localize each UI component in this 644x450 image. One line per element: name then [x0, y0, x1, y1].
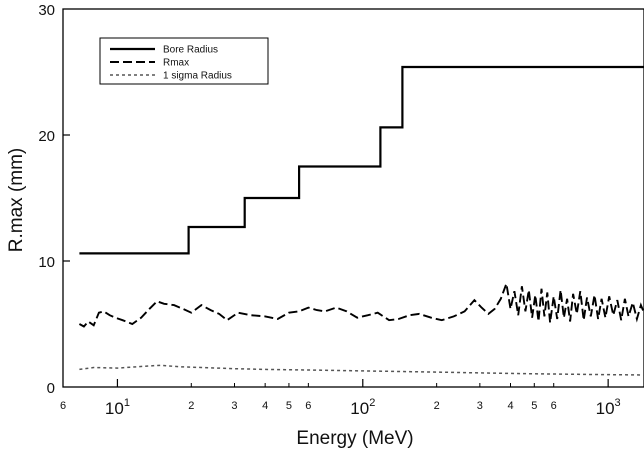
y-tick-label: 10	[38, 254, 55, 271]
x-minor-tick-label: 3	[477, 400, 483, 412]
x-minor-tick-label: 2	[434, 400, 440, 412]
y-tick-label: 20	[38, 128, 55, 145]
x-major-tick-label: 101	[105, 397, 130, 418]
legend-label: Rmax	[163, 58, 189, 69]
x-minor-tick-label: 4	[507, 400, 513, 412]
x-minor-tick-label: 6	[551, 400, 557, 412]
legend: Bore Radius Rmax 1 sigma Radius	[100, 38, 268, 84]
x-minor-tick-label: 6	[60, 400, 66, 412]
x-minor-tick-label: 3	[231, 400, 237, 412]
tick-base: 10	[350, 399, 369, 418]
y-tick-label: 0	[47, 380, 55, 397]
series-layer	[79, 67, 644, 375]
x-major-tick-label: 103	[596, 397, 621, 418]
y-axis-label: R.max (mm)	[6, 148, 27, 252]
x-minor-tick-label: 2	[188, 400, 194, 412]
x-axis-label: Energy (MeV)	[296, 428, 413, 449]
tick-exponent: 1	[124, 397, 130, 409]
x-minor-tick-label: 6	[305, 400, 311, 412]
y-tick-label: 30	[38, 2, 55, 19]
tick-exponent: 3	[615, 397, 621, 409]
x-minor-tick-label: 4	[262, 400, 268, 412]
tick-base: 10	[596, 399, 615, 418]
series-line-bore-radius	[79, 67, 644, 253]
x-minor-tick-label: 5	[286, 400, 292, 412]
legend-label: 1 sigma Radius	[163, 71, 232, 82]
x-major-tick-label: 102	[350, 397, 375, 418]
tick-exponent: 2	[369, 397, 375, 409]
series-line-1-sigma-radius	[79, 365, 644, 375]
series-line-rmax	[79, 284, 644, 327]
legend-label: Bore Radius	[163, 45, 218, 56]
x-minor-tick-label: 5	[531, 400, 537, 412]
tick-base: 10	[105, 399, 124, 418]
